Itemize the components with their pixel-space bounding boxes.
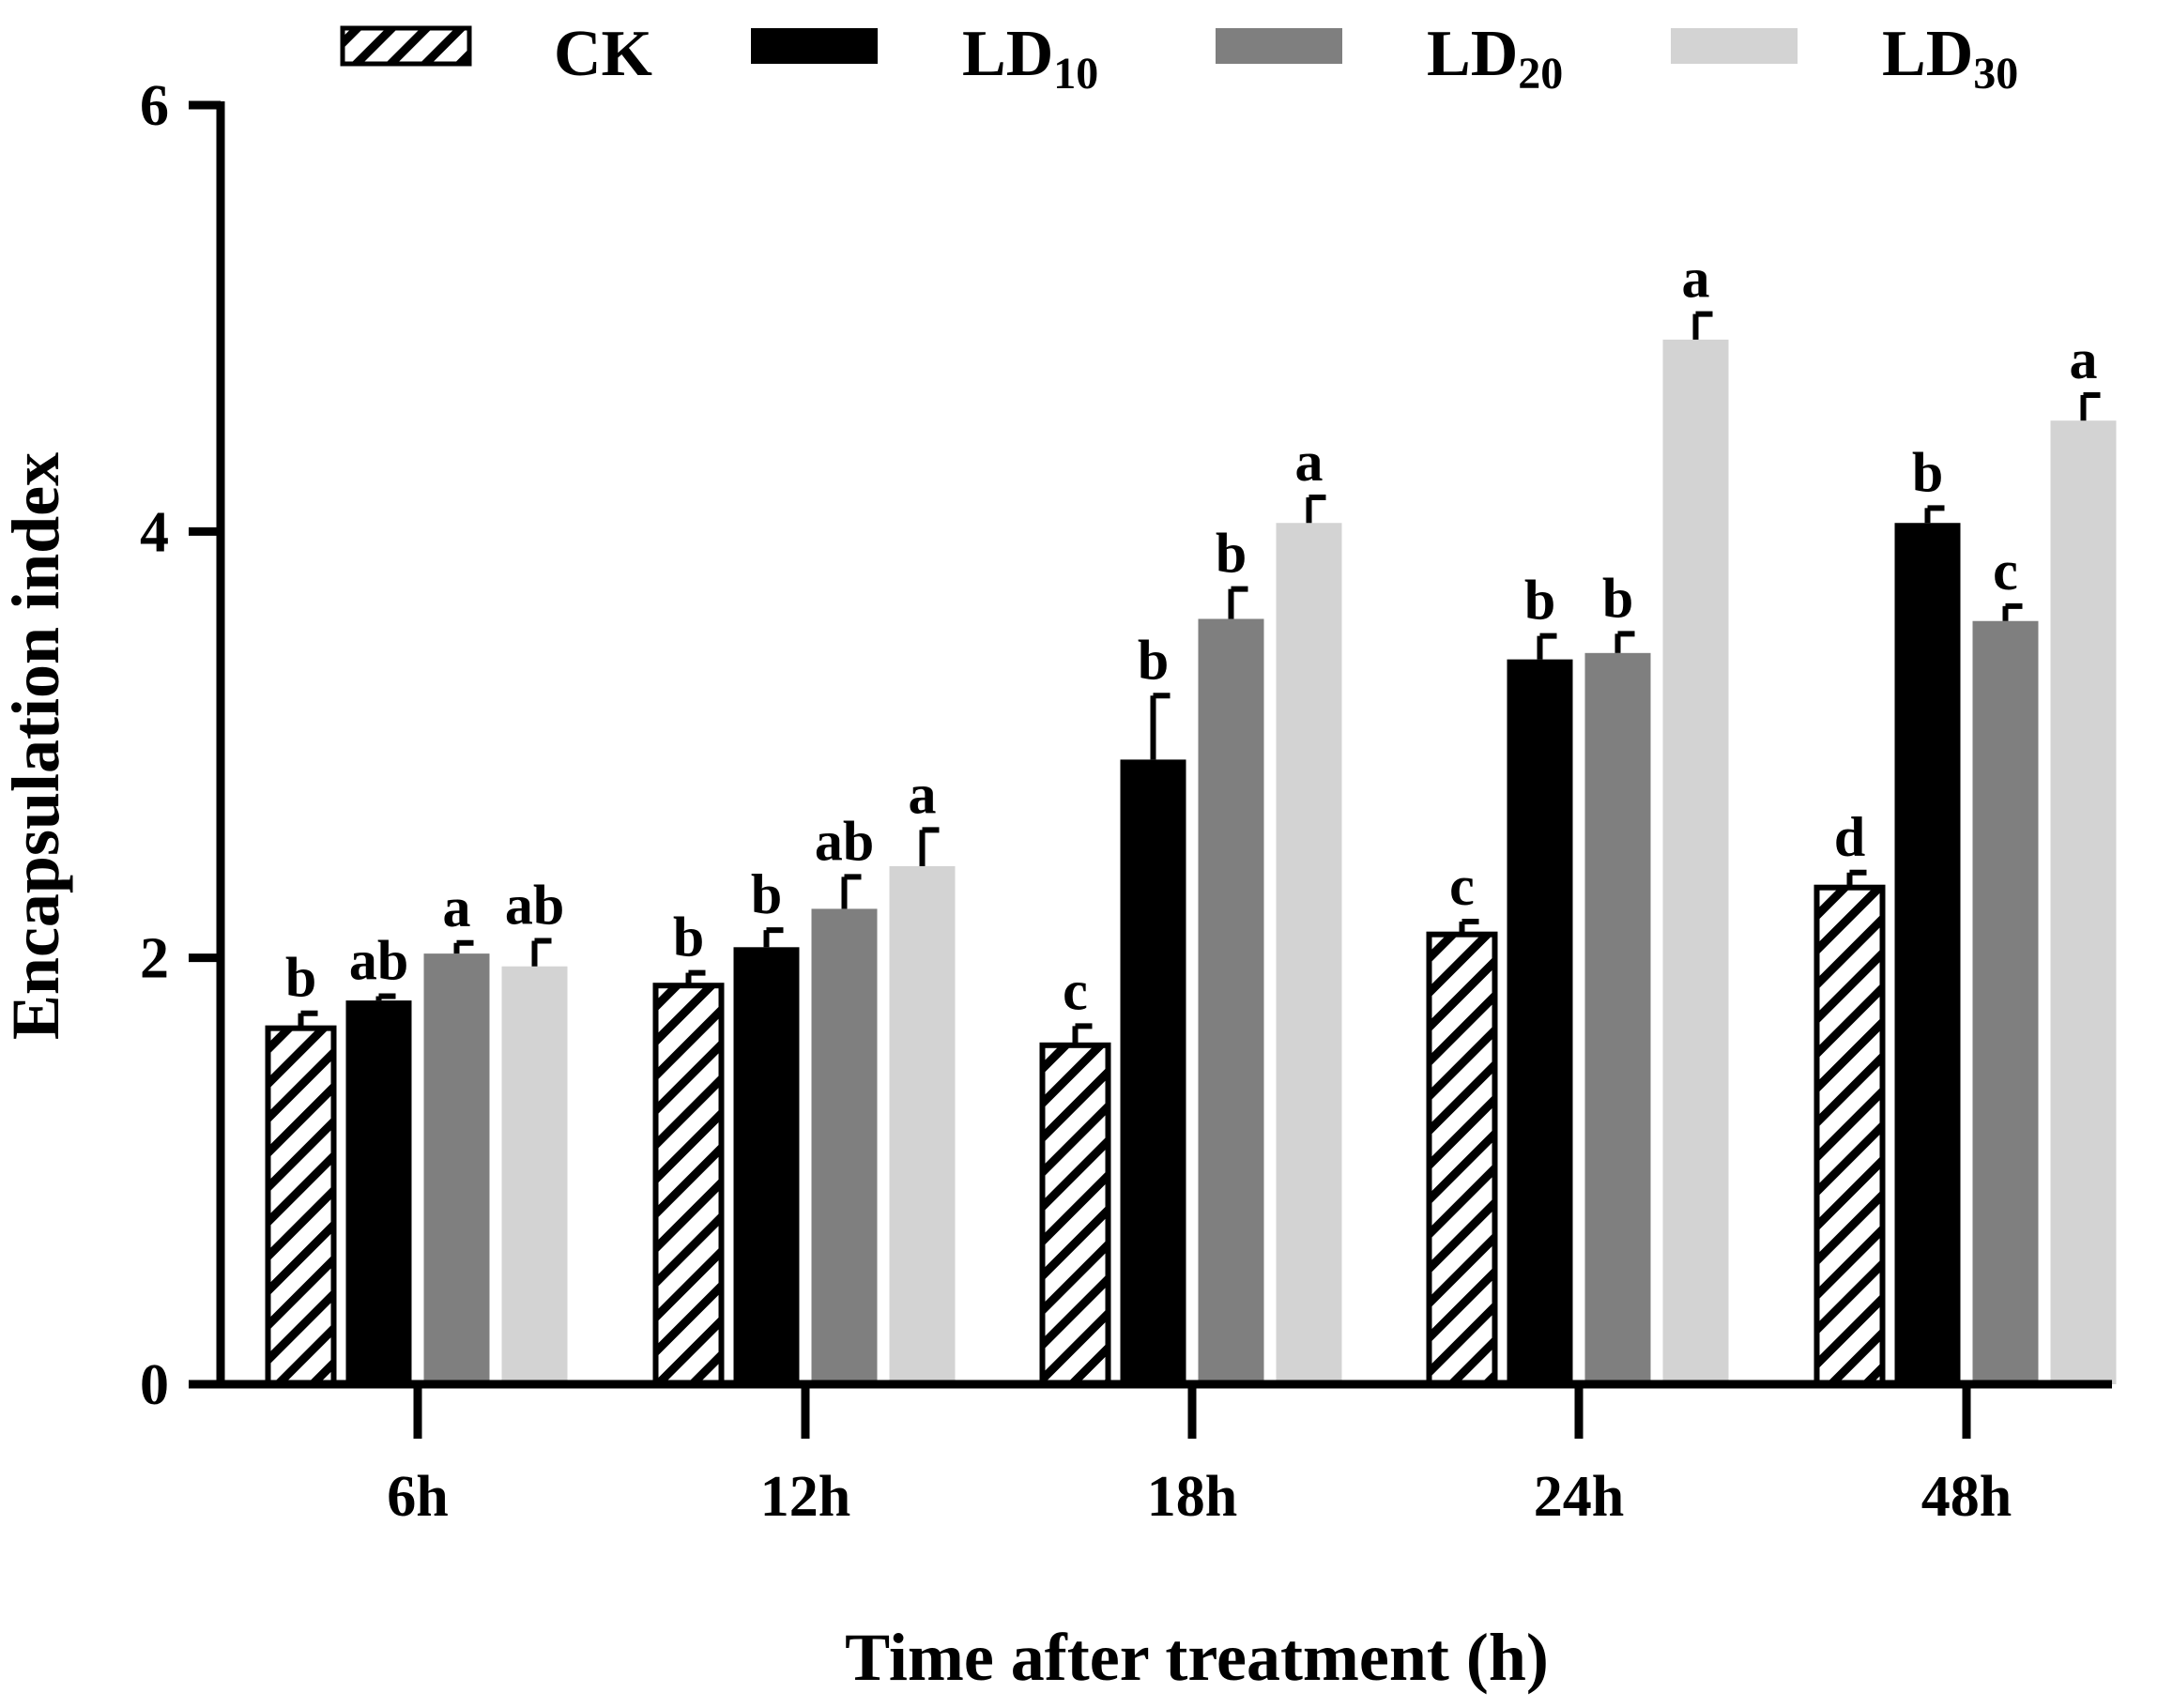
bar-ck-6h	[265, 1025, 337, 1388]
y-tick-label-6: 6	[140, 74, 169, 138]
legend-label-main: LD	[1882, 18, 1973, 90]
bar-ld10-12h	[733, 947, 800, 1384]
significance-letter-ld20-12h: ab	[815, 810, 874, 872]
significance-letter-ld20-48h: c	[1993, 540, 2018, 602]
significance-letter-ld10-18h: b	[1138, 629, 1169, 691]
x-axis-title: Time after treatment (h)	[845, 1620, 1549, 1695]
significance-letter-ld20-6h: a	[443, 877, 471, 938]
y-tick-label-2: 2	[140, 927, 169, 991]
legend-swatch-ld10	[751, 28, 878, 64]
legend-label-main: LD	[962, 18, 1053, 90]
bar-ld30-24h	[1662, 339, 1729, 1385]
significance-letter-ck-18h: c	[1063, 959, 1088, 1021]
bar-ld30-6h	[501, 966, 568, 1384]
bar-ld30-48h	[2050, 420, 2117, 1384]
bar-ck-48h	[1813, 884, 1886, 1387]
axes: 0 2 4 6 6h 12h 18h 24h 48h	[140, 74, 2112, 1529]
significance-letter-ld30-48h: a	[2070, 328, 2098, 390]
x-tick-label-6h: 6h	[387, 1465, 448, 1529]
legend-swatch-ck	[340, 25, 472, 67]
bar-ck-18h	[1039, 1042, 1111, 1388]
legend-label-ld10: LD10	[962, 18, 1098, 99]
significance-letter-ld30-12h: a	[909, 763, 937, 825]
legend-label-subscript: 30	[1973, 49, 2018, 99]
significance-letter-ld20-18h: b	[1216, 523, 1247, 585]
bar-ck-24h	[1426, 931, 1498, 1387]
legend: CK LD10 LD20 LD30	[340, 18, 2018, 99]
significance-letter-ld10-48h: b	[1912, 441, 1943, 503]
bar-ld10-24h	[1507, 659, 1573, 1384]
bar-ld20-18h	[1198, 618, 1264, 1384]
bar-ld20-12h	[811, 908, 878, 1384]
significance-letter-ld10-12h: b	[751, 863, 782, 925]
bar-ck-12h	[652, 983, 725, 1388]
y-tick-label-4: 4	[140, 500, 169, 564]
significance-letter-ld10-24h: b	[1524, 570, 1555, 632]
bar-ld20-6h	[423, 953, 490, 1384]
significance-letter-ld20-24h: b	[1602, 567, 1633, 629]
bar-ld30-18h	[1276, 523, 1342, 1384]
bar-ld10-18h	[1120, 759, 1186, 1384]
bar-ld30-12h	[889, 865, 956, 1384]
legend-label-subscript: 10	[1053, 49, 1098, 99]
significance-letter-ck-24h: c	[1449, 855, 1475, 917]
significance-letter-ck-6h: b	[285, 947, 316, 1009]
significance-letter-ld30-24h: a	[1682, 248, 1710, 310]
bar-ld20-48h	[1972, 620, 2039, 1384]
legend-label-ck: CK	[554, 18, 652, 90]
bar-ld10-48h	[1894, 523, 1961, 1384]
x-tick-label-48h: 48h	[1921, 1465, 2012, 1529]
legend-label-ld20: LD20	[1427, 18, 1563, 99]
significance-letter-ck-12h: b	[673, 907, 704, 968]
significance-letter-ld10-6h: ab	[349, 930, 408, 992]
legend-label-main: CK	[554, 18, 652, 90]
x-tick-label-18h: 18h	[1147, 1465, 1237, 1529]
y-tick-label-0: 0	[140, 1353, 169, 1417]
legend-swatch-ld30	[1671, 28, 1798, 64]
bar-ld10-6h	[345, 1000, 412, 1384]
significance-letter-ck-48h: d	[1834, 806, 1865, 868]
legend-label-subscript: 20	[1518, 49, 1563, 99]
y-axis-title: Encapsulation index	[0, 452, 73, 1040]
x-tick-label-24h: 24h	[1534, 1465, 1624, 1529]
legend-label-main: LD	[1427, 18, 1518, 90]
significance-letter-ld30-6h: ab	[505, 874, 564, 936]
bar-ld20-24h	[1584, 652, 1651, 1384]
significance-letter-ld30-18h: a	[1295, 431, 1324, 493]
legend-label-ld30: LD30	[1882, 18, 2018, 99]
x-tick-label-12h: 12h	[760, 1465, 850, 1529]
legend-swatch-ld20	[1216, 28, 1342, 64]
